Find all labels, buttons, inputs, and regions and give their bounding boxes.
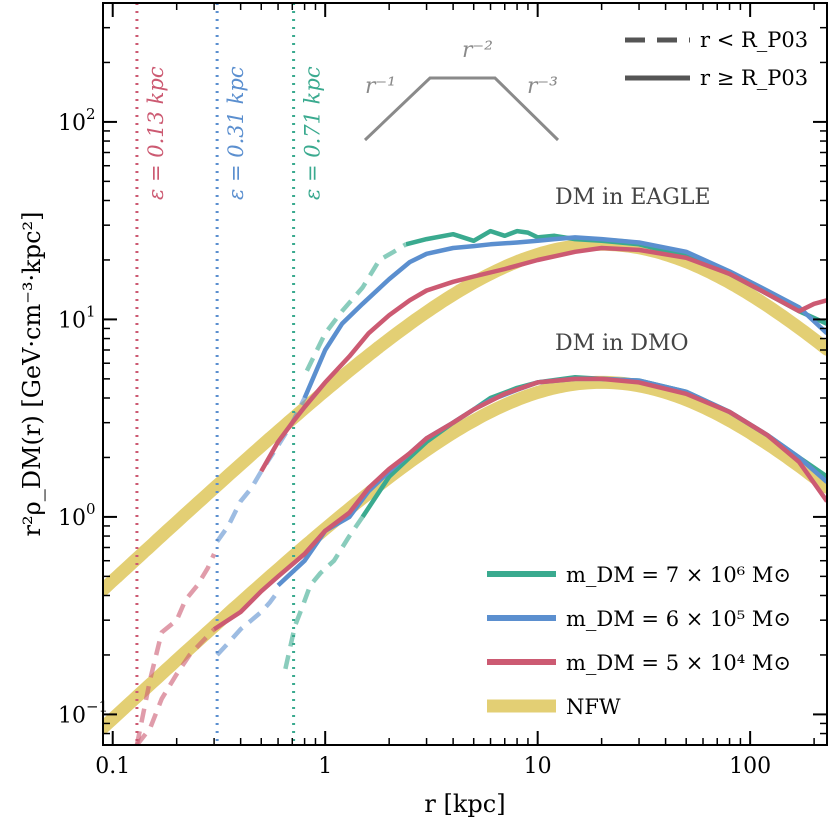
annotation-eagle: DM in EAGLE <box>555 185 711 210</box>
slope-sketch-line <box>363 76 560 142</box>
y-tick-label: 100 <box>58 500 96 531</box>
series-eagle-5e4-dashed <box>134 552 217 745</box>
x-tick-label: 1 <box>318 754 332 779</box>
y-tick-labels: 10−1 100 101 102 <box>58 105 108 729</box>
nfw-eagle-curve <box>103 237 827 597</box>
series-dmo-6e5-solid <box>276 376 827 588</box>
legend-label-5e4: m_DM = 5 × 10⁴ M⊙ <box>566 651 791 675</box>
series-dmo-7e6-dashed <box>283 515 365 670</box>
series-eagle-6e5-dashed <box>215 396 307 543</box>
x-tick-label: 100 <box>729 754 771 779</box>
softening-labels: ε = 0.13 kpc ε = 0.31 kpc ε = 0.71 kpc <box>144 66 325 200</box>
softening-label-0: ε = 0.13 kpc <box>144 66 168 200</box>
legend-label-7e6: m_DM = 7 × 10⁶ M⊙ <box>566 563 791 587</box>
series-dmo-6e5-dashed <box>215 589 280 657</box>
series-eagle-7e6-dashed <box>304 242 408 372</box>
plot-frame <box>102 2 828 746</box>
nfw-dmo-curve <box>103 375 827 735</box>
legend-mass: m_DM = 7 × 10⁶ M⊙ m_DM = 6 × 10⁵ M⊙ m_DM… <box>487 563 791 719</box>
y-tick-label: 10−1 <box>58 697 108 728</box>
legend-style: r < R_P03 r ≥ R_P03 <box>625 28 808 90</box>
softening-label-2: ε = 0.71 kpc <box>301 66 325 200</box>
series-dmo-5e4-dashed <box>135 627 216 745</box>
x-tick-label: 10 <box>524 754 552 779</box>
profile-series <box>134 228 827 745</box>
slope-sketch: r⁻¹ r⁻² r⁻³ <box>363 38 560 142</box>
y-tick-label: 102 <box>58 105 96 136</box>
slope-label-right: r⁻³ <box>527 74 558 99</box>
y-tick-label: 101 <box>58 302 96 333</box>
softening-label-1: ε = 0.31 kpc <box>224 66 248 200</box>
x-tick-label: 0.1 <box>95 754 130 779</box>
series-eagle-5e4-solid <box>259 245 827 473</box>
nfw-curves <box>103 237 827 735</box>
y-axis-label: r²ρ_DM(r) [GeV·cm⁻³·kpc²] <box>18 212 46 537</box>
legend-dashed-label: r < R_P03 <box>700 28 808 52</box>
series-eagle-6e5-solid <box>302 235 827 399</box>
x-axis-label: r [kpc] <box>424 790 505 818</box>
axis-ticks <box>102 2 827 746</box>
legend-label-nfw: NFW <box>566 695 621 719</box>
legend-solid-label: r ≥ R_P03 <box>700 66 808 90</box>
annotation-dmo: DM in DMO <box>555 331 689 356</box>
x-tick-labels: 0.1 1 10 100 <box>95 754 771 779</box>
slope-label-mid: r⁻² <box>462 38 493 63</box>
slope-label-left: r⁻¹ <box>365 74 396 99</box>
series-dmo-5e4-solid <box>212 376 827 632</box>
legend-label-6e5: m_DM = 6 × 10⁵ M⊙ <box>566 607 791 631</box>
